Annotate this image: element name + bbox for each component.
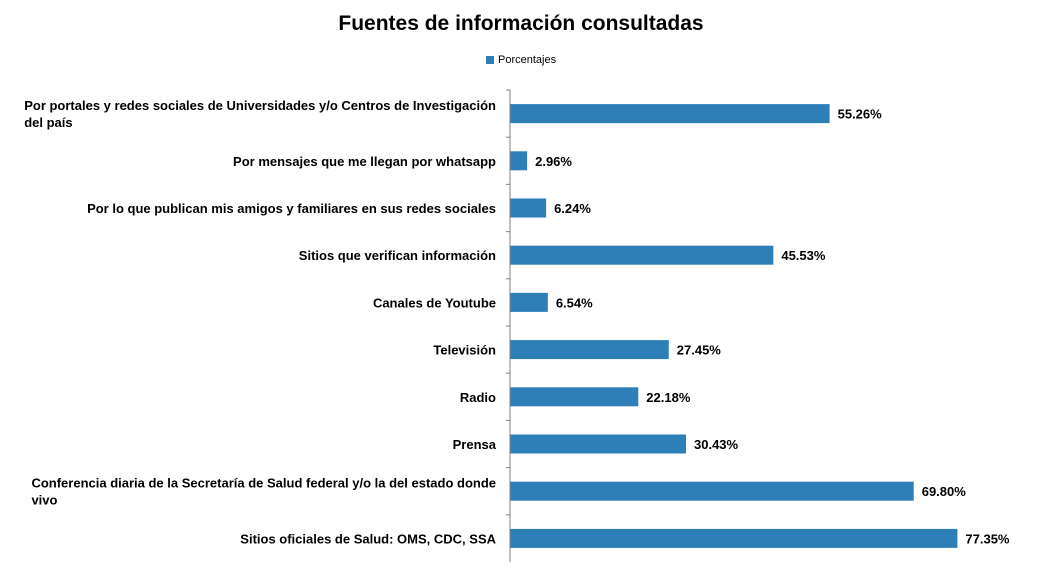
value-label-7: 22.18%	[646, 390, 691, 405]
category-label-2: Por mensajes que me llegan por whatsapp	[233, 154, 496, 169]
value-label-8: 30.43%	[694, 437, 739, 452]
bars: 55.26% Por portales y redes sociales de U…	[24, 89, 1010, 548]
legend-swatch	[486, 56, 494, 64]
bar-9	[510, 481, 914, 501]
category-label-10: Sitios oficiales de Salud: OMS, CDC, SSA	[240, 531, 496, 546]
category-label-3: Por lo que publican mis amigos y familia…	[87, 201, 496, 216]
value-label-3: 6.24%	[554, 201, 591, 216]
category-label-4: Sitios que verifican información	[299, 248, 496, 263]
value-label-6: 27.45%	[677, 343, 722, 358]
bar-1	[510, 104, 830, 124]
bar-8	[510, 434, 687, 454]
value-label-10: 77.35%	[965, 531, 1010, 546]
category-label-1: Por portales y redes sociales de Univers…	[24, 98, 496, 130]
category-label-5: Canales de Youtube	[373, 295, 496, 310]
value-label-4: 45.53%	[781, 248, 826, 263]
bar-7	[510, 387, 639, 407]
bar-5	[510, 292, 548, 312]
chart-title: Fuentes de información consultadas	[338, 12, 704, 35]
category-label-8: Prensa	[453, 437, 497, 452]
bar-4	[510, 245, 774, 265]
value-label-9: 69.80%	[922, 484, 967, 499]
category-label-6: Televisión	[433, 343, 496, 358]
value-label-1: 55.26%	[838, 107, 883, 122]
value-label-2: 2.96%	[535, 154, 572, 169]
category-label-9: Conferencia diaria de la Secretaría de S…	[31, 476, 496, 508]
category-label-7: Radio	[460, 390, 496, 405]
legend-label: Porcentajes	[498, 54, 557, 66]
value-label-5: 6.54%	[556, 295, 593, 310]
bar-3	[510, 198, 547, 218]
bar-6	[510, 340, 669, 360]
bar-10	[510, 528, 958, 548]
bar-2	[510, 151, 528, 171]
legend: Porcentajes	[486, 54, 556, 66]
